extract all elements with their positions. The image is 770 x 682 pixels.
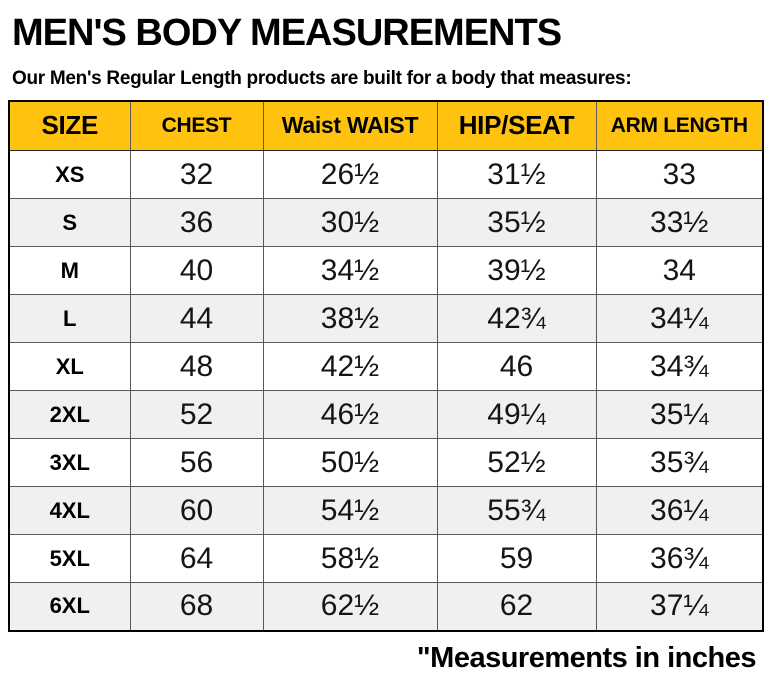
table-row: M 40 34½ 39½ 34 xyxy=(8,246,764,296)
header-size: SIZE xyxy=(8,100,131,152)
measurement-cell: 62 xyxy=(436,582,597,632)
measurement-cell: 56 xyxy=(129,438,264,488)
measurement-cell: 34½ xyxy=(262,246,438,296)
table-row: 5XL 64 58½ 59 36¾ xyxy=(8,534,764,584)
size-cell: 3XL xyxy=(8,438,131,488)
measurement-cell: 36¼ xyxy=(595,486,764,536)
size-cell: 5XL xyxy=(8,534,131,584)
measurement-cell: 39½ xyxy=(436,246,597,296)
measurement-cell: 59 xyxy=(436,534,597,584)
table-row: XS 32 26½ 31½ 33 xyxy=(8,150,764,200)
measurement-cell: 60 xyxy=(129,486,264,536)
page-subtitle: Our Men's Regular Length products are bu… xyxy=(12,67,632,89)
measurement-cell: 54½ xyxy=(262,486,438,536)
measurement-cell: 33 xyxy=(595,150,764,200)
table-row: 6XL 68 62½ 62 37¼ xyxy=(8,582,764,632)
size-cell: S xyxy=(8,198,131,248)
measurement-cell: 50½ xyxy=(262,438,438,488)
measurement-cell: 26½ xyxy=(262,150,438,200)
measurement-cell: 30½ xyxy=(262,198,438,248)
table-row: 2XL 52 46½ 49¼ 35¼ xyxy=(8,390,764,440)
measurement-cell: 31½ xyxy=(436,150,597,200)
size-cell: 6XL xyxy=(8,582,131,632)
measurement-cell: 34 xyxy=(595,246,764,296)
header-hip-seat: HIP/SEAT xyxy=(436,100,597,152)
size-table-body: XS 32 26½ 31½ 33 S 36 30½ 35½ 33½ M 40 34½ 39½ 34 L 44 38… xyxy=(8,150,764,632)
measurement-cell: 33½ xyxy=(595,198,764,248)
measurement-cell: 37¼ xyxy=(595,582,764,632)
measurement-cell: 46½ xyxy=(262,390,438,440)
measurement-cell: 35¼ xyxy=(595,390,764,440)
measurement-cell: 49¼ xyxy=(436,390,597,440)
measurement-cell: 62½ xyxy=(262,582,438,632)
header-waist: Waist WAIST xyxy=(262,100,438,152)
measurement-cell: 32 xyxy=(129,150,264,200)
size-cell: XL xyxy=(8,342,131,392)
measurement-cell: 44 xyxy=(129,294,264,344)
measurement-cell: 58½ xyxy=(262,534,438,584)
measurements-unit-footnote: "Measurements in inches xyxy=(416,641,757,674)
size-cell: 2XL xyxy=(8,390,131,440)
measurement-cell: 42½ xyxy=(262,342,438,392)
measurement-cell: 55¾ xyxy=(436,486,597,536)
table-row: 4XL 60 54½ 55¾ 36¼ xyxy=(8,486,764,536)
measurement-cell: 68 xyxy=(129,582,264,632)
table-row: 3XL 56 50½ 52½ 35¾ xyxy=(8,438,764,488)
measurement-cell: 34¾ xyxy=(595,342,764,392)
size-measurements-table: SIZE CHEST Waist WAIST HIP/SEAT ARM LENG… xyxy=(8,99,764,632)
size-cell: L xyxy=(8,294,131,344)
measurement-cell: 42¾ xyxy=(436,294,597,344)
measurement-cell: 35¾ xyxy=(595,438,764,488)
measurement-cell: 64 xyxy=(129,534,264,584)
measurement-cell: 40 xyxy=(129,246,264,296)
table-row: S 36 30½ 35½ 33½ xyxy=(8,198,764,248)
page-title: MEN'S BODY MEASUREMENTS xyxy=(12,12,562,54)
header-chest: CHEST xyxy=(129,100,264,152)
measurement-cell: 36 xyxy=(129,198,264,248)
measurement-cell: 34¼ xyxy=(595,294,764,344)
measurement-cell: 35½ xyxy=(436,198,597,248)
measurement-cell: 48 xyxy=(129,342,264,392)
table-row: XL 48 42½ 46 34¾ xyxy=(8,342,764,392)
header-row: SIZE CHEST Waist WAIST HIP/SEAT ARM LENG… xyxy=(8,100,764,152)
measurement-cell: 52 xyxy=(129,390,264,440)
table-row: L 44 38½ 42¾ 34¼ xyxy=(8,294,764,344)
size-cell: M xyxy=(8,246,131,296)
size-cell: 4XL xyxy=(8,486,131,536)
table-header: SIZE CHEST Waist WAIST HIP/SEAT ARM LENG… xyxy=(8,100,764,152)
header-arm-length: ARM LENGTH xyxy=(595,100,764,152)
measurement-cell: 52½ xyxy=(436,438,597,488)
size-cell: XS xyxy=(8,150,131,200)
measurement-cell: 38½ xyxy=(262,294,438,344)
measurement-cell: 36¾ xyxy=(595,534,764,584)
measurement-cell: 46 xyxy=(436,342,597,392)
